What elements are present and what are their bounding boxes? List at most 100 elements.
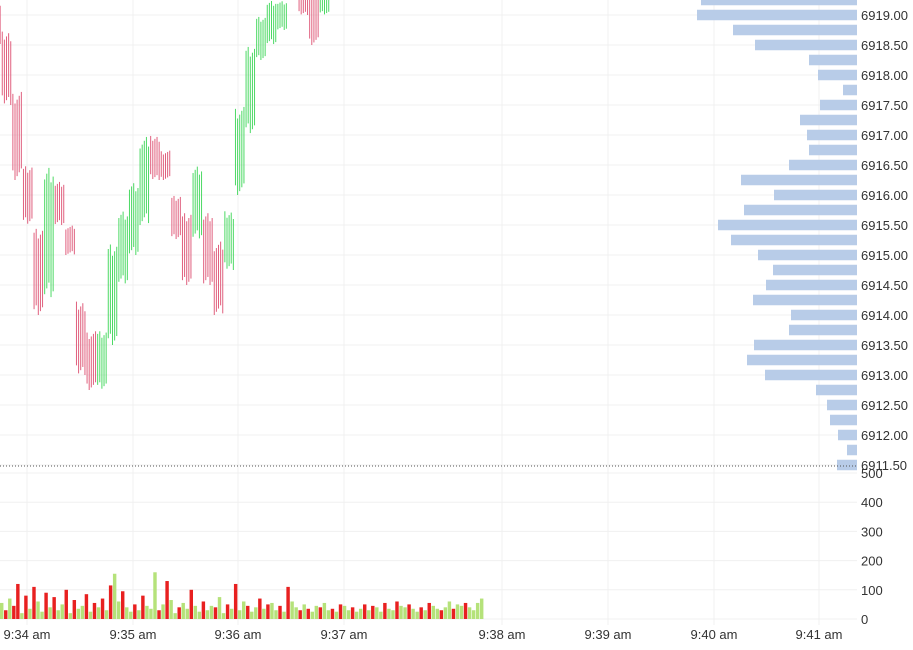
volume-bar xyxy=(443,607,448,619)
volume-bar xyxy=(100,598,105,619)
volume-bar xyxy=(28,608,32,619)
volume-profile-bar xyxy=(818,69,857,81)
volume-bar xyxy=(411,608,415,619)
volume-bar xyxy=(451,608,456,619)
volume-profile-bar xyxy=(816,384,857,396)
volume-bar xyxy=(84,594,89,619)
volume-bar xyxy=(137,610,141,619)
volume-bar xyxy=(399,605,403,619)
volume-bar xyxy=(379,611,383,619)
volume-bar xyxy=(12,605,16,619)
volume-bar xyxy=(367,610,371,619)
volume-bar xyxy=(145,605,149,619)
volume-bar xyxy=(161,604,165,619)
volume-bar xyxy=(201,601,206,619)
time-tick-label: 9:40 am xyxy=(691,627,738,642)
volume-bar xyxy=(40,611,44,619)
price-tick-label: 6911.50 xyxy=(861,458,907,473)
volume-bar xyxy=(217,597,222,619)
volume-bar xyxy=(233,583,238,619)
time-tick-label: 9:38 am xyxy=(479,627,526,642)
volume-bar xyxy=(116,601,121,619)
volume-profile-bar xyxy=(809,144,857,156)
volume-bar xyxy=(60,604,64,619)
gridlines xyxy=(0,0,857,625)
volume-profile-bar xyxy=(789,159,857,171)
volume-bar xyxy=(395,601,399,619)
volume-bar xyxy=(237,610,242,619)
volume-bar xyxy=(383,602,387,619)
volume-bar xyxy=(250,611,254,619)
volume-bar xyxy=(338,604,343,619)
volume-bar xyxy=(104,610,109,619)
volume-bar xyxy=(32,586,36,619)
time-tick-label: 9:39 am xyxy=(585,627,632,642)
volume-profile-bar xyxy=(789,324,857,336)
volume-bar xyxy=(326,610,331,619)
volume-bar xyxy=(56,610,60,619)
volume-bar xyxy=(322,602,327,619)
volume-bar xyxy=(375,607,379,619)
volume-bar xyxy=(290,601,294,619)
volume-bar xyxy=(185,608,189,619)
price-tick-label: 6912.50 xyxy=(861,398,908,413)
volume-axis: 0 100 200 300 400 500 xyxy=(861,466,883,627)
volume-bar xyxy=(221,613,226,619)
volume-bar xyxy=(455,604,460,619)
volume-bar xyxy=(44,592,48,619)
volume-bar xyxy=(407,604,411,619)
price-tick-label: 6915.00 xyxy=(861,248,908,263)
volume-bar xyxy=(346,610,351,619)
volume-bar xyxy=(141,595,145,619)
volume-bar xyxy=(153,572,157,619)
volume-bar xyxy=(133,604,137,619)
price-axis: 6911.50 6912.00 6912.50 6913.00 6913.50 6914.… xyxy=(861,8,908,473)
time-tick-label: 9:34 am xyxy=(4,627,51,642)
volume-bar xyxy=(165,581,169,619)
volume-bar xyxy=(72,600,77,619)
volume-bar xyxy=(314,605,319,619)
volume-bar xyxy=(447,601,452,619)
volume-bar xyxy=(298,610,302,619)
volume-bar xyxy=(16,583,20,619)
volume-bar xyxy=(129,611,133,619)
price-tick-label: 6916.00 xyxy=(861,188,908,203)
volume-bar xyxy=(479,598,484,619)
volume-tick-label: 100 xyxy=(861,583,883,598)
volume-bar xyxy=(229,608,234,619)
volume-bar xyxy=(439,610,444,619)
price-tick-label: 6914.00 xyxy=(861,308,908,323)
volume-bar xyxy=(213,607,218,619)
price-tick-label: 6918.50 xyxy=(861,38,908,53)
volume-tick-label: 300 xyxy=(861,524,883,539)
volume-profile-bar xyxy=(774,189,857,201)
volume-bar xyxy=(387,608,391,619)
volume-bar xyxy=(431,605,435,619)
volume-bar xyxy=(258,598,262,619)
volume-profile-bar xyxy=(791,309,857,321)
volume-bar xyxy=(20,613,24,619)
volume-profile-bar xyxy=(827,399,857,411)
volume-profile-bar xyxy=(766,279,857,291)
volume-bar xyxy=(205,610,210,619)
volume-bar xyxy=(246,605,250,619)
volume-profile-bar xyxy=(701,0,857,6)
volume-tick-label: 400 xyxy=(861,495,883,510)
volume-bar xyxy=(157,610,161,619)
price-tick-label: 6918.00 xyxy=(861,68,908,83)
volume-bar xyxy=(286,586,290,619)
volume-bar xyxy=(0,602,4,619)
volume-bar xyxy=(463,602,468,619)
volume-bar xyxy=(24,595,28,619)
volume-profile-bar xyxy=(754,339,857,351)
volume-bar xyxy=(423,610,427,619)
volume-profile-bar xyxy=(837,459,857,471)
volume-bar xyxy=(334,611,339,619)
volume-bar xyxy=(64,589,68,619)
price-tick-label: 6915.50 xyxy=(861,218,908,233)
volume-profile-bar xyxy=(747,354,857,366)
volume-bar xyxy=(96,607,101,619)
volume-bar xyxy=(262,608,266,619)
volume-bar xyxy=(181,602,185,619)
